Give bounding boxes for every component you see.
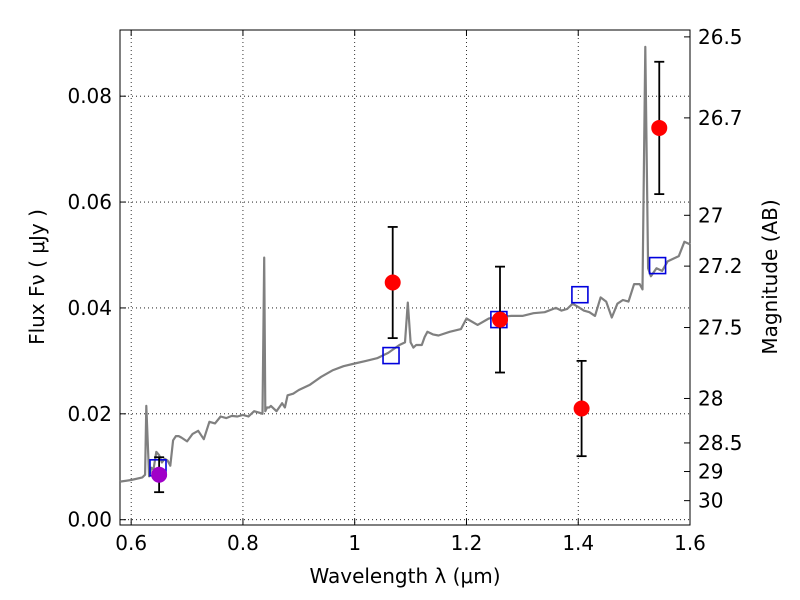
observed-flux-point bbox=[151, 466, 168, 483]
model-flux-square bbox=[382, 346, 400, 365]
y-tick-label: 0.00 bbox=[67, 508, 112, 532]
tick-labels: 0.6 0.8 1 1.2 1.4 1.6 0.00 0.02 0.04 0.06 0.08 26.5… bbox=[67, 25, 742, 555]
x-tick-label: 1.2 bbox=[451, 531, 483, 555]
x-tick-label: 1.4 bbox=[562, 531, 594, 555]
data-layer bbox=[119, 45, 691, 494]
y2-tick-label: 27.5 bbox=[698, 316, 743, 340]
model-flux-square bbox=[648, 256, 667, 275]
model-flux-square bbox=[571, 285, 589, 304]
observed-flux-point bbox=[492, 311, 508, 328]
y2-tick-label: 29 bbox=[698, 460, 723, 484]
y2-tick-label: 27 bbox=[698, 203, 723, 227]
y2-tick-label: 28 bbox=[698, 386, 723, 410]
y2-axis-label: Magnitude (AB) bbox=[758, 199, 782, 354]
x-tick-label: 0.6 bbox=[115, 531, 147, 555]
observed-flux-point bbox=[384, 274, 401, 291]
y2-tick-label: 26.5 bbox=[698, 25, 743, 49]
x-tick-label: 1 bbox=[348, 531, 361, 555]
y2-tick-label: 26.7 bbox=[698, 106, 743, 130]
y2-tick-label: 27.2 bbox=[698, 254, 743, 278]
observed-flux-point bbox=[651, 119, 668, 136]
y2-tick-label: 28.5 bbox=[698, 431, 743, 455]
x-tick-label: 1.6 bbox=[674, 531, 706, 555]
y-tick-label: 0.06 bbox=[67, 190, 112, 214]
y-tick-label: 0.04 bbox=[67, 296, 112, 320]
spectrum-line bbox=[119, 45, 691, 483]
y-tick-label: 0.08 bbox=[67, 84, 112, 108]
plot-frame bbox=[119, 29, 691, 526]
x-axis-label: Wavelength λ (μm) bbox=[309, 564, 500, 588]
grid-lines bbox=[120, 30, 690, 525]
y2-tick-label: 30 bbox=[698, 489, 723, 513]
y-tick-label: 0.02 bbox=[67, 402, 112, 426]
tick-marks bbox=[120, 30, 691, 525]
x-tick-label: 0.8 bbox=[227, 531, 259, 555]
y-axis-label: Flux Fν ( μJy ) bbox=[25, 209, 49, 345]
observed-flux-point bbox=[573, 400, 590, 417]
